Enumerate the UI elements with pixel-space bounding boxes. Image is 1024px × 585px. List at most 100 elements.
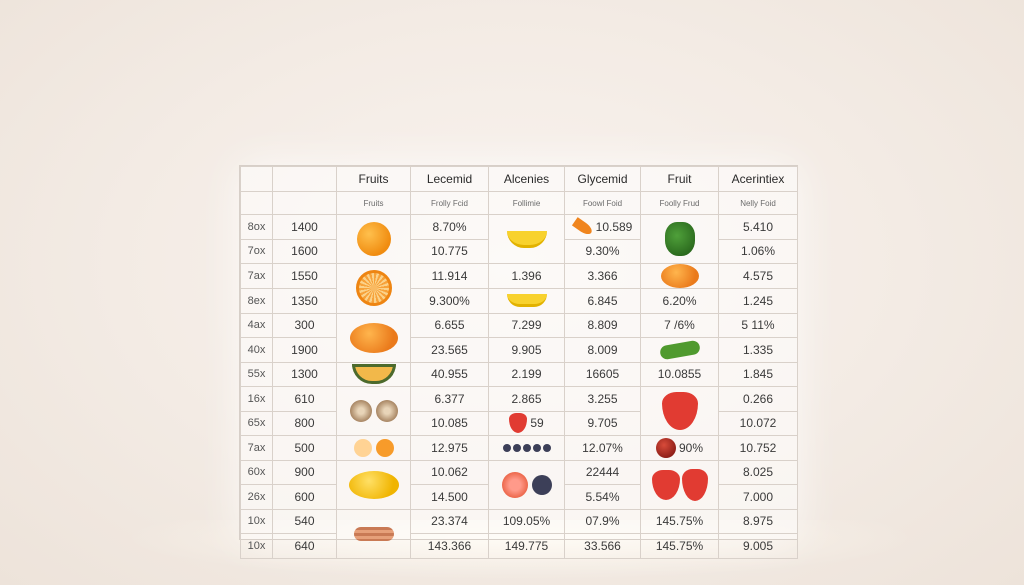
value-cell: 10.072 — [718, 410, 798, 436]
row-label: 7ax — [240, 263, 273, 289]
value-cell: 145.75% — [640, 508, 719, 534]
subheader-row: Fruits Frolly Fcid Follimie Foowl Foid F… — [240, 191, 798, 215]
row-number: 540 — [272, 508, 337, 534]
row-label: 8ox — [240, 214, 273, 240]
row-number: 1600 — [272, 238, 337, 264]
fruit-cell — [488, 288, 565, 314]
row-number: 610 — [272, 386, 337, 412]
value-cell: 10.062 — [410, 459, 489, 485]
table-row: 8ex 1350 9.300% 6.845 6.20% 1.245 — [240, 288, 798, 314]
row-number: 800 — [272, 410, 337, 436]
value-cell: 6.845 — [564, 288, 641, 314]
header-row: Fruits Lecemid Alcenies Glycemid Fruit A… — [240, 166, 798, 192]
header-cell — [240, 166, 273, 192]
value-cell: 40.955 — [410, 361, 489, 387]
melon-slice-icon — [351, 364, 396, 385]
value-cell: 1.845 — [718, 361, 798, 387]
subheader-cell: Nelly Foid — [718, 191, 798, 215]
orange-half-icon — [375, 438, 394, 457]
fruit-cell — [488, 435, 565, 461]
cucumber-icon — [658, 339, 701, 361]
fruit-cell — [640, 459, 719, 510]
fruit-cell — [488, 214, 565, 264]
value-cell: 8.975 — [718, 508, 798, 534]
value-cell: 8.809 — [564, 312, 641, 338]
nutrition-table-panel: Fruits Lecemid Alcenies Glycemid Fruit A… — [239, 165, 798, 559]
fruit-cell — [336, 435, 411, 461]
table-row: 7ox 1600 10.775 9.30% 1.06% — [240, 238, 798, 264]
blueberries-icon — [502, 443, 552, 452]
row-number: 640 — [272, 533, 337, 559]
value-cell: 23.374 — [410, 508, 489, 534]
fruit-cell — [336, 214, 411, 264]
table-row: 8ox 1400 8.70% 10.589 5.410 — [240, 214, 798, 264]
nut-icon — [375, 400, 398, 422]
row-number: 1300 — [272, 361, 337, 387]
row-number: 1400 — [272, 214, 337, 240]
subheader-cell: Foowl Foid — [564, 191, 641, 215]
table-row: 7ax 1550 11.914 1.396 3.366 4.575 — [240, 263, 798, 314]
row-label: 10x — [240, 533, 273, 559]
row-number: 1900 — [272, 337, 337, 363]
row-number: 1350 — [272, 288, 337, 314]
value-cell: 5 11% — [718, 312, 798, 338]
row-label: 55x — [240, 361, 273, 387]
fruit-cell — [640, 263, 719, 289]
fruit-cell — [336, 361, 411, 387]
fruit-cell — [640, 337, 719, 363]
value-cell: 3.255 — [564, 386, 641, 412]
value-cell: 9.30% — [564, 238, 641, 264]
value-cell: 7.299 — [488, 312, 565, 338]
value-cell: 8.025 — [718, 459, 798, 485]
plum-icon — [655, 437, 676, 458]
value-cell: 07.9% — [564, 508, 641, 534]
row-label: 4ax — [240, 312, 273, 338]
row-label: 65x — [240, 410, 273, 436]
table-row: 10x 640 143.366 149.775 33.566 145.75% 9… — [240, 533, 798, 559]
value-cell: 33.566 — [564, 533, 641, 559]
table-row: 10x 540 23.374 109.05% 07.9% 145.75% 8.9… — [240, 508, 798, 559]
value-cell: 9.005 — [718, 533, 798, 559]
blackberry-icon — [531, 474, 552, 495]
table-row: 40x 1900 23.565 9.905 8.009 1.335 — [240, 337, 798, 363]
value-cell: 10.085 — [410, 410, 489, 436]
fruit-cell — [488, 459, 565, 510]
subheader-cell: Foolly Frud — [640, 191, 719, 215]
value-cell: 59 — [488, 410, 565, 436]
row-label: 7ax — [240, 435, 273, 461]
row-label: 7ox — [240, 238, 273, 264]
strawberry-icon — [661, 392, 698, 430]
grapefruit-icon — [501, 471, 528, 498]
orange-icon — [356, 222, 391, 256]
subheader-cell: Follimie — [488, 191, 565, 215]
subheader-cell: Fruits — [336, 191, 411, 215]
header-cell: Lecemid — [410, 166, 489, 192]
value-cell: 90% — [640, 435, 719, 461]
value-cell: 10.752 — [718, 435, 798, 461]
apricot-half-icon — [353, 438, 372, 457]
value-cell: 14.500 — [410, 484, 489, 510]
table-row: 65x 800 10.085 59 9.705 10.072 — [240, 410, 798, 436]
value-text: 59 — [530, 416, 544, 431]
fruit-cell — [336, 312, 411, 363]
row-number: 900 — [272, 459, 337, 485]
value-cell: 9.905 — [488, 337, 565, 363]
header-cell: Alcenies — [488, 166, 565, 192]
value-cell: 109.05% — [488, 508, 565, 534]
row-number: 600 — [272, 484, 337, 510]
row-label: 10x — [240, 508, 273, 534]
value-cell: 6.655 — [410, 312, 489, 338]
fruit-cell — [336, 459, 411, 510]
banana-icon — [506, 294, 547, 308]
value-cell: 145.75% — [640, 533, 719, 559]
strawberry-icon — [651, 469, 680, 500]
row-number: 500 — [272, 435, 337, 461]
header-cell: Acerintiex — [718, 166, 798, 192]
mango-icon — [349, 322, 398, 353]
carrot-icon — [571, 217, 594, 237]
strawberry-icon — [681, 468, 708, 501]
value-cell: 10.0855 — [640, 361, 719, 387]
pastry-icon — [353, 526, 394, 541]
strawberry-icon — [509, 413, 528, 434]
subheader-cell: Frolly Fcid — [410, 191, 489, 215]
